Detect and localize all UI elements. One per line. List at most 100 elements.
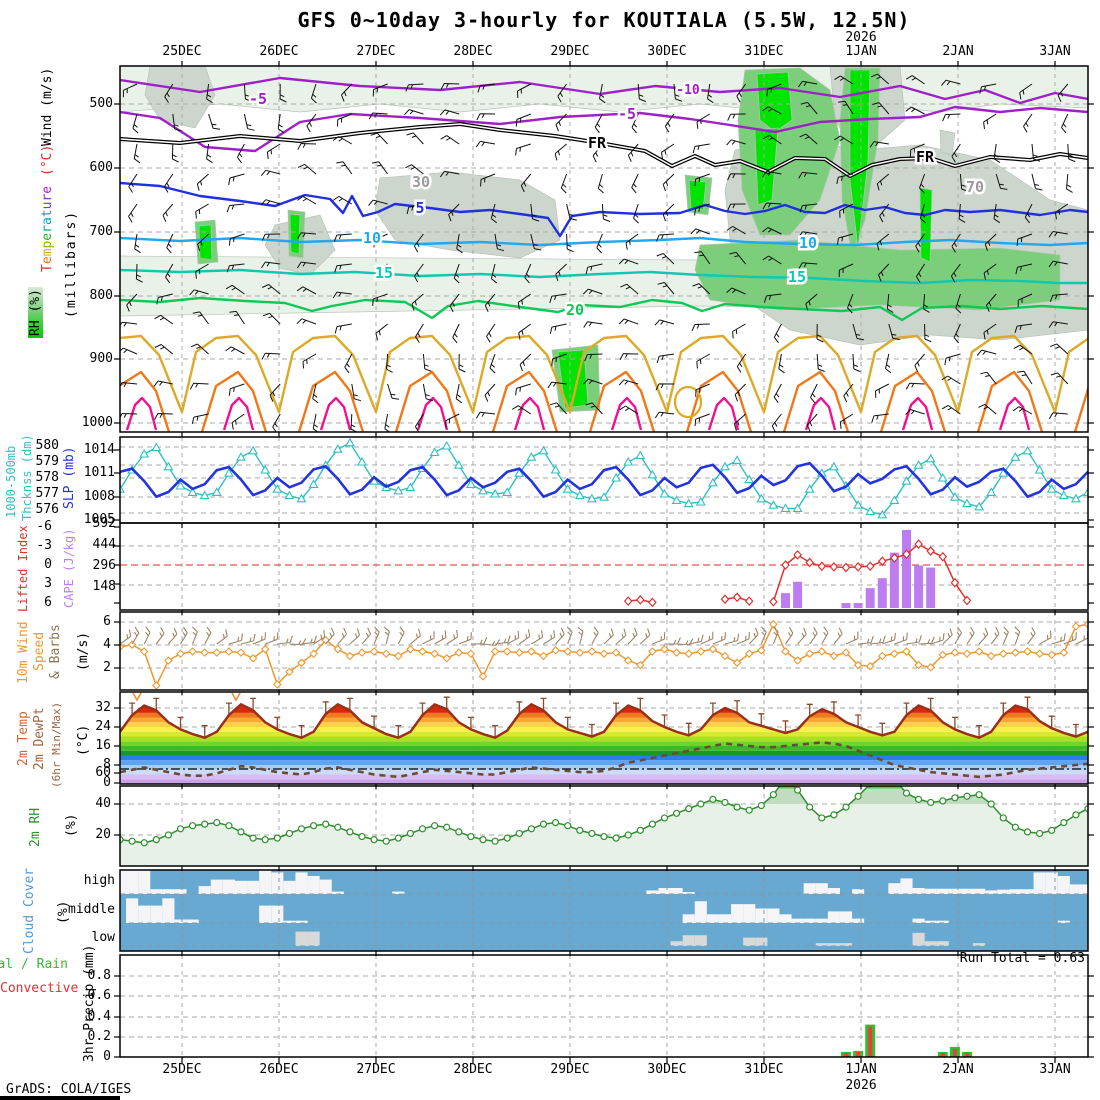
li-tick-label: 6 xyxy=(44,595,52,610)
thickness-tick-label: 578 xyxy=(35,470,59,485)
upper-axis-label-wind: Wind (m/s) xyxy=(40,67,55,146)
x-axis-day-label-bottom: 1JAN xyxy=(845,1062,877,1077)
pressure-tick-label: 500 xyxy=(89,96,113,111)
t2m-axis-label-1: 2m Temp xyxy=(16,711,31,766)
x-axis-day-label-bottom: 3JAN xyxy=(1039,1062,1071,1077)
precip-convective-label: Convective xyxy=(0,981,79,996)
thickness-tick-label: 580 xyxy=(35,438,59,453)
thickness-tick-label: 576 xyxy=(35,502,59,517)
svg-text:10: 10 xyxy=(799,234,817,252)
precip-tick-label: 0.6 xyxy=(87,988,111,1003)
precip-bars xyxy=(841,1024,972,1057)
t2m-tick-label: 0 xyxy=(103,775,111,790)
axis-ticks xyxy=(114,61,1094,1063)
x-axis-day-label-bottom: 30DEC xyxy=(647,1062,687,1077)
upper-contour-labels: -5 -5 -10 FR FR 5 10 10 15 15 20 30 70 xyxy=(246,81,986,322)
cloud-row-label: low xyxy=(91,930,115,945)
x-axis-day-label-top: 27DEC xyxy=(356,44,396,59)
t2m-tick-label: 16 xyxy=(95,738,111,753)
precip-tick-label: 0.8 xyxy=(87,968,111,983)
x-axis-day-label-top: 3JAN xyxy=(1039,44,1071,59)
precip-axis-label: 3hr Precip (mm) xyxy=(82,944,97,1062)
rh2m-tick-label: 40 xyxy=(95,796,111,811)
x-axis-day-label-bottom: 29DEC xyxy=(550,1062,590,1077)
x-axis-day-label-bottom: 2JAN xyxy=(942,1062,974,1077)
grads-credit: GrADS: COLA/IGES xyxy=(6,1082,132,1097)
t2m-tick-label: 32 xyxy=(95,700,111,715)
thickness-tick-label: 579 xyxy=(35,454,59,469)
x-axis-day-label-top: 2JAN xyxy=(942,44,974,59)
wind10m-axis-label-3: & Barbs xyxy=(48,624,63,679)
t2m-series xyxy=(120,692,1088,784)
svg-text:FR: FR xyxy=(916,148,935,166)
wind10m-axis-label-1: 10m Wind xyxy=(16,621,31,684)
t2m-axis-label-2: 2m DewPt xyxy=(32,707,47,770)
upper-temp-contours xyxy=(120,76,1088,432)
slp-tick-label: 1008 xyxy=(83,489,115,504)
svg-text:FR: FR xyxy=(588,134,607,152)
precip-tick-label: 0.4 xyxy=(87,1009,111,1024)
cloud-cover-bars xyxy=(120,870,1088,951)
x-axis-day-label-top: 30DEC xyxy=(647,44,687,59)
slp-tick-label: 1011 xyxy=(83,465,115,480)
svg-text:-5: -5 xyxy=(618,105,636,123)
slp-tick-label: 1014 xyxy=(83,442,115,457)
thickness-tick-label: 577 xyxy=(35,486,59,501)
x-axis-day-label-top: 29DEC xyxy=(550,44,590,59)
x-axis-day-label-bottom: 28DEC xyxy=(453,1062,493,1077)
svg-text:10: 10 xyxy=(363,229,381,247)
wind10m-tick-label: 6 xyxy=(103,614,111,629)
upper-axis-label-temperature: Temperature xyxy=(40,185,55,272)
upper-wind-barbs xyxy=(120,73,1076,432)
svg-text:-5: -5 xyxy=(249,90,267,108)
wind10m-series xyxy=(120,619,1088,690)
x-axis-day-label-bottom: 26DEC xyxy=(259,1062,299,1077)
precip-tick-label: 0.2 xyxy=(87,1029,111,1044)
svg-text:15: 15 xyxy=(375,264,393,282)
cape-li-series xyxy=(623,529,972,608)
year-label-top: 2026 xyxy=(845,30,877,45)
x-axis-day-label-top: 26DEC xyxy=(259,44,299,59)
year-label-bottom: 2026 xyxy=(845,1078,877,1093)
svg-text:20: 20 xyxy=(566,301,584,319)
wind10m-axis-label-2: Speed xyxy=(32,631,47,671)
li-tick-label: -3 xyxy=(36,538,52,553)
x-axis-day-label-top: 1JAN xyxy=(845,44,877,59)
cape-tick-label: 148 xyxy=(92,579,116,594)
cape-tick-label: 592 xyxy=(92,516,116,531)
t2m-axis-label-3: (6hr Min/Max) xyxy=(50,701,63,788)
page-title: GFS 0~10day 3-hourly for KOUTIALA (5.5W,… xyxy=(297,8,911,32)
upper-axis-label-degc: (°C) xyxy=(40,144,55,176)
pressure-tick-label: 800 xyxy=(89,288,113,303)
svg-text:15: 15 xyxy=(788,268,806,286)
wind10m-tick-label: 4 xyxy=(103,637,111,652)
x-axis-day-label-top: 31DEC xyxy=(744,44,784,59)
panel-borders xyxy=(119,65,1089,1058)
precip-total-rain-label: Total / Rain xyxy=(0,957,68,972)
svg-text:-10: -10 xyxy=(676,83,700,98)
run-total-label: Run Total = 0.63 xyxy=(959,951,1085,966)
precip-tick-label: 0 xyxy=(103,1049,111,1064)
rh2m-tick-label: 60 xyxy=(95,765,111,780)
slp-thickness-series xyxy=(120,437,1088,519)
svg-text:70: 70 xyxy=(966,178,984,196)
wind10m-tick-label: 2 xyxy=(103,660,111,675)
x-axis-day-label-top: 28DEC xyxy=(453,44,493,59)
cloud-row-label: high xyxy=(83,873,115,888)
cape-tick-label: 444 xyxy=(92,537,116,552)
pressure-tick-label: 700 xyxy=(89,224,113,239)
svg-text:5: 5 xyxy=(415,199,424,217)
cloud-row-label: middle xyxy=(68,902,115,917)
cape-tick-label: 296 xyxy=(92,558,116,573)
pressure-tick-label: 600 xyxy=(89,160,113,175)
t2m-tick-label: 8 xyxy=(103,757,111,772)
slp-tick-label: 1005 xyxy=(83,512,115,527)
x-axis-day-label-bottom: 25DEC xyxy=(162,1062,202,1077)
rh2m-axis-label-1: 2m RH xyxy=(28,807,43,847)
x-axis-day-label-top: 25DEC xyxy=(162,44,202,59)
upper-axis-label-rh: RH (%) xyxy=(28,287,43,338)
x-axis-day-label-bottom: 27DEC xyxy=(356,1062,396,1077)
x-axis-day-label-bottom: 31DEC xyxy=(744,1062,784,1077)
